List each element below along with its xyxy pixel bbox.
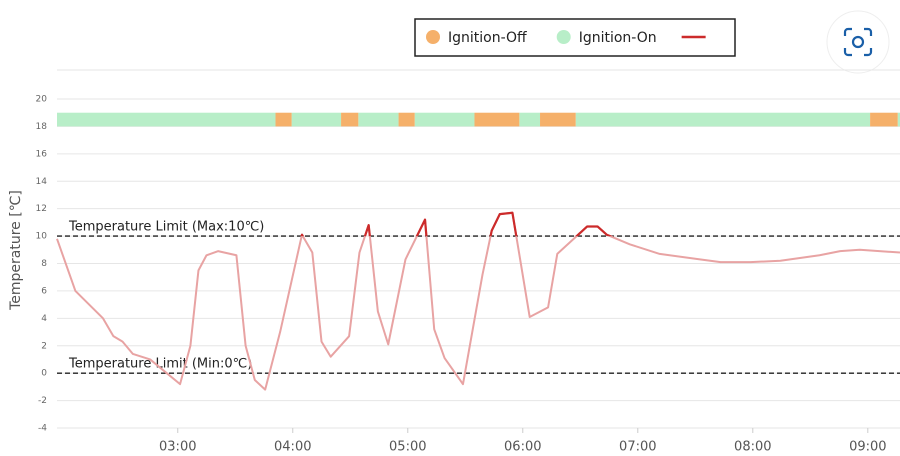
y-tick-label: -4 [38, 424, 47, 434]
y-tick-label: 8 [41, 259, 47, 269]
y-tick-label: -2 [38, 396, 47, 406]
y-tick-label: 20 [36, 95, 48, 105]
legend-swatch [426, 30, 440, 44]
ignition-band [398, 112, 415, 127]
y-tick-label: 10 [36, 232, 48, 242]
y-tick-label: 16 [36, 149, 48, 159]
y-tick-label: 18 [36, 122, 48, 132]
ignition-band [474, 112, 520, 127]
limit-label: Temperature Limit (Max:10℃) [68, 220, 264, 235]
x-tick-label: 06:00 [504, 440, 541, 455]
x-tick-label: 09:00 [849, 440, 886, 455]
ignition-band [897, 112, 900, 127]
ignition-band [275, 112, 292, 127]
x-tick-label: 03:00 [159, 440, 196, 455]
limit-label: Temperature Limit (Min:0℃) [68, 357, 252, 372]
y-tick-label: 12 [36, 204, 47, 214]
x-tick-label: 05:00 [389, 440, 426, 455]
y-tick-label: 14 [36, 177, 48, 187]
y-tick-label: 4 [41, 314, 47, 324]
ignition-band [575, 112, 871, 127]
ignition-band [540, 112, 576, 127]
temperature-line [56, 211, 900, 391]
x-tick-label: 08:00 [734, 440, 771, 455]
ignition-band [519, 112, 541, 127]
ignition-band [358, 112, 399, 127]
ignition-band [291, 112, 342, 127]
x-tick-label: 04:00 [274, 440, 311, 455]
lens-icon [843, 27, 873, 57]
legend-swatch [556, 30, 571, 44]
x-tick-label: 07:00 [619, 440, 656, 455]
ignition-band [870, 112, 898, 127]
ignition-band [341, 112, 359, 127]
y-tick-label: 0 [41, 369, 47, 379]
y-tick-label: 6 [41, 286, 47, 296]
lens-button[interactable] [826, 10, 890, 74]
legend-label: Ignition-Off [448, 30, 527, 46]
y-axis-label: Temperature [℃] [8, 190, 24, 311]
legend-label: Ignition-On [579, 30, 657, 46]
ignition-band [414, 112, 475, 127]
y-tick-label: 2 [41, 341, 47, 351]
ignition-band [57, 112, 276, 127]
